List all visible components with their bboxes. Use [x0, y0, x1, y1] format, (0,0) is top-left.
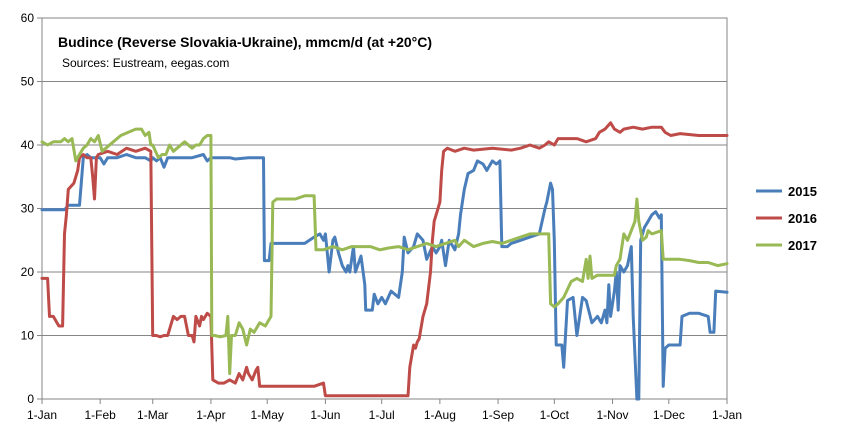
legend: 2015 2016 2017 — [756, 184, 817, 253]
x-tick-label: 1-Jul — [369, 408, 395, 422]
chart-subtitle: Sources: Eustream, eegas.com — [62, 56, 229, 70]
x-tick-label: 1-Oct — [540, 408, 570, 422]
series-line-2017 — [40, 127, 729, 376]
axes: 0 10 20 30 40 50 60 1-Jan 1-Feb 1-Mar 1-Apr 1-May 1-… — [21, 11, 742, 422]
series-lines — [40, 121, 729, 401]
x-tick-label: 1-Feb — [84, 408, 116, 422]
x-tick-label: 1-Jan — [712, 408, 742, 422]
y-tick-label: 40 — [21, 138, 35, 152]
chart-title: Budince (Reverse Slovakia-Ukraine), mmcm… — [58, 34, 432, 50]
legend-label-2017: 2017 — [788, 238, 817, 253]
y-tick-label: 10 — [21, 329, 35, 343]
x-tick-label: 1-Apr — [196, 408, 225, 422]
x-tick-label: 1-Jun — [310, 408, 340, 422]
x-tick-label: 1-Aug — [424, 408, 456, 422]
x-tick-label: 1-Dec — [653, 408, 685, 422]
y-tick-label: 20 — [21, 265, 35, 279]
gridlines — [42, 81, 727, 336]
series-line-2016 — [40, 121, 729, 398]
x-tick-label: 1-Nov — [597, 408, 629, 422]
y-tick-label: 30 — [21, 202, 35, 216]
y-tick-label: 60 — [21, 11, 35, 25]
y-tick-label: 0 — [27, 392, 34, 406]
x-tick-label: 1-Sep — [482, 408, 514, 422]
x-tick-label: 1-Mar — [137, 408, 168, 422]
legend-label-2015: 2015 — [788, 184, 817, 199]
legend-label-2016: 2016 — [788, 211, 817, 226]
series-line-2015 — [40, 153, 729, 401]
x-tick-label: 1-Jan — [27, 408, 57, 422]
y-tick-label: 50 — [21, 75, 35, 89]
x-tick-label: 1-May — [251, 408, 284, 422]
